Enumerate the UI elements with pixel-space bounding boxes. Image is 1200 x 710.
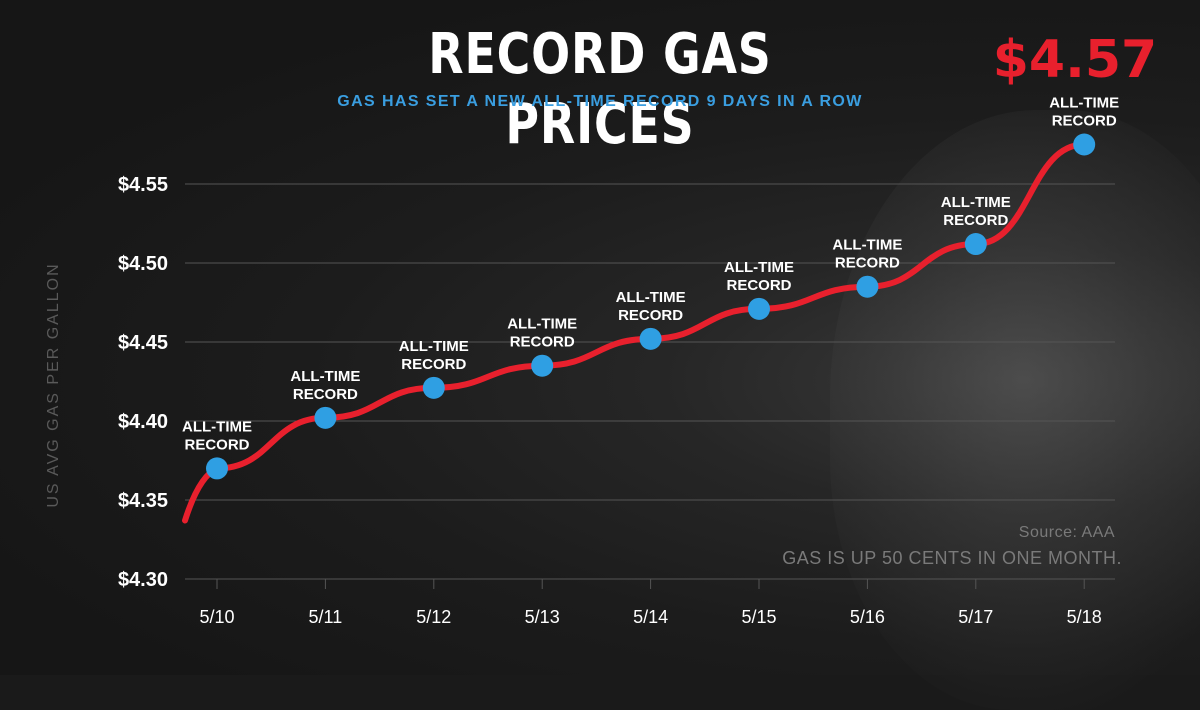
data-label: ALL-TIME xyxy=(399,338,469,355)
data-point xyxy=(748,297,770,320)
x-tick-label: 5/14 xyxy=(633,607,668,627)
x-tick-label: 5/13 xyxy=(525,607,560,627)
data-label: ALL-TIME xyxy=(182,418,252,435)
data-label: RECORD xyxy=(726,277,791,294)
x-tick-label: 5/18 xyxy=(1067,607,1102,627)
background xyxy=(0,0,1200,675)
data-label: ALL-TIME xyxy=(724,259,794,276)
y-tick-label: $4.40 xyxy=(118,411,168,433)
data-label: RECORD xyxy=(618,307,683,324)
footnote: GAS IS UP 50 CENTS IN ONE MONTH. xyxy=(782,548,1122,568)
data-label: ALL-TIME xyxy=(832,237,902,254)
x-tick-label: 5/10 xyxy=(199,607,234,627)
data-label: RECORD xyxy=(1052,113,1117,130)
data-point xyxy=(1073,133,1096,156)
y-tick-label: $4.30 xyxy=(118,569,168,591)
x-tick-label: 5/17 xyxy=(958,607,993,627)
data-label: ALL-TIME xyxy=(941,194,1011,211)
y-tick-label: $4.45 xyxy=(118,332,168,354)
background-portrait xyxy=(830,110,1200,710)
data-point xyxy=(314,406,337,429)
x-tick-label: 5/15 xyxy=(741,607,776,627)
data-label: RECORD xyxy=(401,356,466,373)
data-label: ALL-TIME xyxy=(1049,95,1119,112)
data-label: RECORD xyxy=(835,255,900,272)
y-tick-label: $4.35 xyxy=(118,490,168,512)
data-label: ALL-TIME xyxy=(507,316,577,333)
y-tick-label: $4.55 xyxy=(118,174,168,196)
data-label: RECORD xyxy=(943,212,1008,229)
data-label: ALL-TIME xyxy=(290,368,360,385)
data-label: ALL-TIME xyxy=(616,289,686,306)
data-point xyxy=(422,376,445,399)
chart-title: RECORD GAS PRICES xyxy=(428,22,772,157)
series-line xyxy=(182,141,1088,524)
data-point xyxy=(964,233,987,256)
data-point xyxy=(856,275,879,298)
source-note: Source: AAA xyxy=(1018,524,1115,541)
x-tick-label: 5/11 xyxy=(309,607,343,627)
data-point xyxy=(531,354,554,377)
y-tick-label: $4.50 xyxy=(118,253,168,275)
data-point xyxy=(639,327,662,350)
highlight-price: $4.57 xyxy=(992,30,1158,90)
x-tick-label: 5/12 xyxy=(416,607,451,627)
x-tick-label: 5/16 xyxy=(850,607,885,627)
data-label: RECORD xyxy=(184,436,249,453)
chart-subtitle: GAS HAS SET A NEW ALL-TIME RECORD 9 DAYS… xyxy=(337,93,863,110)
line-chart: $4.30 $4.35 $4.40 $4.45 $4.50 $4.55 5/10 5/11 5/… xyxy=(118,95,1119,628)
data-label: RECORD xyxy=(510,334,575,351)
data-point xyxy=(206,457,228,480)
data-label: RECORD xyxy=(293,386,358,403)
